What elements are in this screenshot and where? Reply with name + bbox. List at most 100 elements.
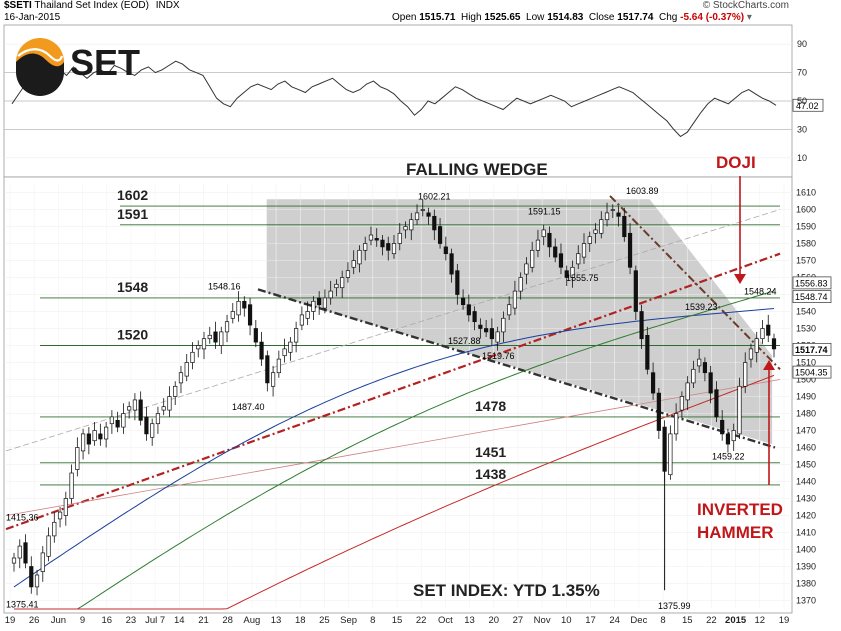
- x-tick-label: 16: [101, 615, 112, 626]
- chg-value: -5.64 (-0.37%): [680, 12, 745, 23]
- candle-body: [17, 545, 22, 559]
- indicator-tick-label: 30: [797, 124, 807, 134]
- candle-body: [558, 253, 564, 268]
- support-level-label: 1438: [475, 466, 506, 482]
- close-label: Close: [588, 12, 615, 23]
- candle-body: [109, 416, 114, 425]
- candle-body: [518, 277, 523, 292]
- candle-body: [535, 239, 541, 251]
- high-value: 1525.65: [484, 12, 521, 23]
- candle-body: [236, 300, 241, 316]
- candle-body: [75, 447, 80, 470]
- x-tick-label: 28: [222, 615, 233, 626]
- candle-body: [161, 406, 166, 411]
- x-tick-label: 27: [513, 615, 524, 626]
- candle-body: [190, 351, 195, 363]
- x-tick-label: Oct: [438, 615, 453, 626]
- candle-body: [23, 542, 28, 564]
- candle-body: [587, 236, 592, 244]
- candle-body: [512, 290, 518, 309]
- support-level-label: 1602: [117, 187, 148, 203]
- price-annotation-label: 1459.22: [712, 451, 745, 461]
- candle-body: [196, 345, 201, 350]
- candle-body: [294, 328, 299, 343]
- candle-body: [702, 362, 708, 374]
- candle-body: [455, 270, 460, 295]
- open-label: Open: [392, 12, 417, 23]
- candle-body: [270, 372, 276, 387]
- candle-body: [691, 368, 696, 384]
- chart-date: 16-Jan-2015: [4, 12, 61, 23]
- candle-body: [645, 334, 650, 370]
- low-value: 1514.83: [547, 12, 584, 23]
- candle-body: [460, 297, 466, 306]
- symbol: $SETI: [4, 0, 32, 11]
- candle-body: [127, 406, 132, 411]
- doji-annotation: DOJI: [716, 153, 756, 172]
- ohlc-readout: Open 1515.71 High 1525.65 Low 1514.83 Cl…: [392, 12, 752, 23]
- candle-body: [317, 297, 322, 306]
- x-tick-label: 23: [126, 615, 137, 626]
- exchange: INDX: [155, 0, 180, 11]
- candle-body: [132, 399, 138, 411]
- candle-body: [426, 212, 431, 217]
- chg-label: Chg: [658, 12, 678, 23]
- candle-body: [639, 311, 644, 340]
- candle-body: [46, 535, 51, 557]
- candle-body: [564, 270, 569, 278]
- price-tick-label: 1390: [796, 562, 816, 572]
- candle-body: [357, 249, 362, 265]
- candle-body: [478, 324, 483, 329]
- indicator-tick-label: 10: [797, 153, 807, 163]
- candle-body: [524, 263, 529, 275]
- indicator-last-badge: [792, 98, 824, 112]
- candle-body: [743, 362, 748, 387]
- price-tick-label: 1400: [796, 545, 816, 555]
- candle-body: [748, 348, 754, 360]
- candle-body: [771, 338, 777, 350]
- x-tick-label: 17: [585, 615, 596, 626]
- x-tick-label: Sep: [340, 615, 357, 626]
- chg-dropdown-icon[interactable]: ▾: [746, 12, 752, 23]
- support-level-label: 1478: [475, 398, 506, 414]
- candle-body: [593, 229, 598, 234]
- price-tick-label: 1420: [796, 511, 816, 521]
- candle-body: [495, 331, 500, 343]
- candle-body: [581, 243, 587, 258]
- candle-body: [265, 355, 270, 384]
- candle-body: [714, 389, 719, 418]
- candle-body: [282, 348, 287, 357]
- right-axis-badge: [792, 290, 832, 303]
- candle-body: [63, 498, 68, 516]
- price-tick-label: 1440: [796, 477, 816, 487]
- logo-inner-wave-icon: [17, 48, 64, 62]
- hammer-annotation-line2: HAMMER: [697, 523, 774, 542]
- candle-body: [553, 246, 558, 258]
- price-tick-label: 1370: [796, 596, 816, 606]
- candle-body: [380, 239, 385, 248]
- price-annotation-label: 1602.21: [418, 191, 451, 201]
- candle-body: [507, 304, 512, 316]
- candle-body: [633, 270, 638, 312]
- moving-average-line: [14, 374, 775, 610]
- x-tick-label: 19: [5, 615, 16, 626]
- candle-body: [443, 246, 448, 255]
- candle-body: [403, 226, 408, 231]
- candle-body: [288, 341, 293, 353]
- candle-body: [484, 328, 489, 333]
- candle-body: [674, 413, 679, 435]
- x-tick-label: 21: [198, 615, 209, 626]
- price-tick-label: 1380: [796, 579, 816, 589]
- right-axis-badge-label: 1517.74: [795, 345, 828, 355]
- candle-body: [489, 328, 494, 340]
- chart-header: $SETI Thailand Set Index (EOD) INDX: [4, 0, 180, 11]
- candle-body: [11, 557, 17, 564]
- price-annotation-label: 1415.36: [6, 513, 39, 523]
- candle-body: [737, 385, 742, 435]
- candle-body: [570, 266, 575, 278]
- price-annotation-label: 1548.24: [744, 287, 777, 297]
- x-tick-label: Dec: [630, 615, 647, 626]
- price-annotation-label: 1375.41: [6, 599, 39, 609]
- candle-body: [34, 574, 40, 588]
